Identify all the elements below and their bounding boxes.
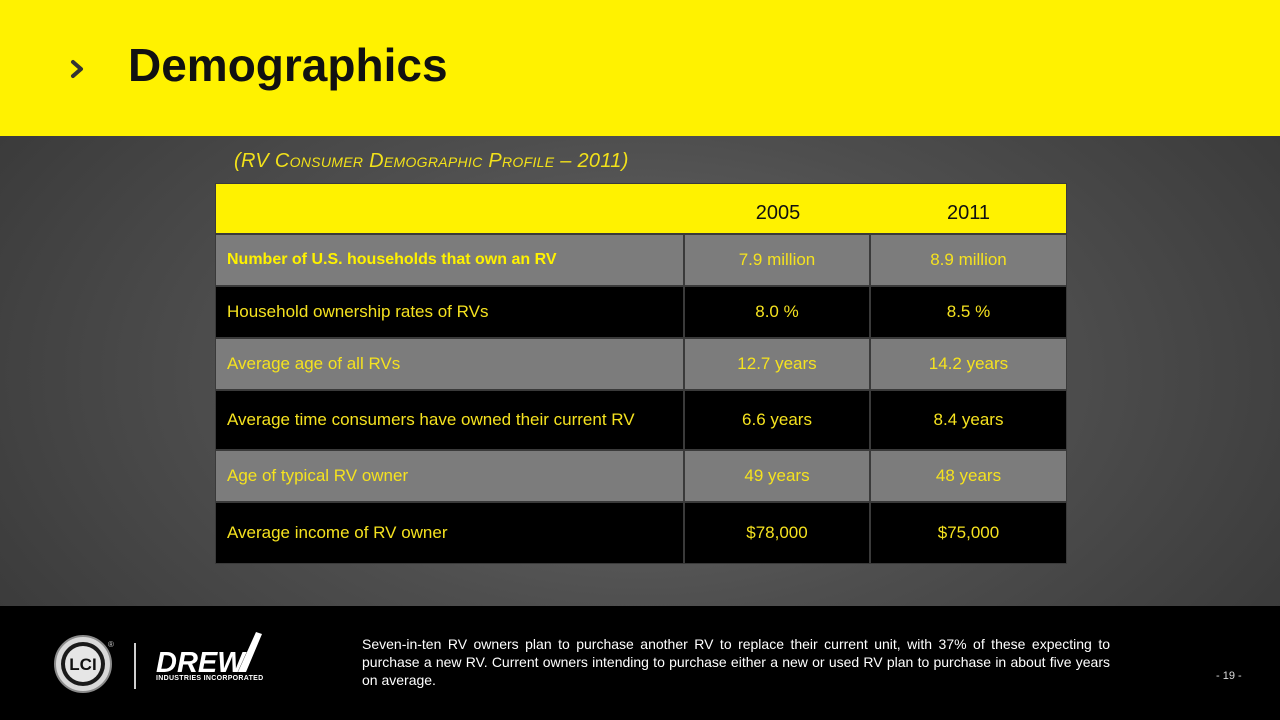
page-title: Demographics <box>128 39 448 91</box>
row-value-2005: 12.7 years <box>685 339 871 389</box>
row-value-2005: 6.6 years <box>685 391 871 449</box>
row-label: Household ownership rates of RVs <box>216 287 685 337</box>
header-band: Demographics <box>0 0 1280 136</box>
table-header-row: 2005 2011 <box>216 184 1066 235</box>
table-row: Number of U.S. households that own an RV… <box>216 235 1066 287</box>
footer-note: Seven-in-ten RV owners plan to purchase … <box>362 636 1110 688</box>
table-subtitle: (RV Consumer Demographic Profile – 2011) <box>234 150 629 172</box>
chevron-right-icon <box>71 60 83 78</box>
row-label: Number of U.S. households that own an RV <box>227 251 557 268</box>
header-cell-blank <box>216 184 685 233</box>
row-value-2011: 8.5 % <box>946 302 991 321</box>
row-label: Average time consumers have owned their … <box>216 391 685 449</box>
table-row: Average income of RV owner $78,000 $75,0… <box>216 503 1066 563</box>
row-value-2005: 49 years <box>685 451 871 501</box>
row-label: Average income of RV owner <box>216 503 685 563</box>
table-row: Age of typical RV owner 49 years 48 year… <box>216 451 1066 503</box>
svg-text:LCI: LCI <box>69 655 96 674</box>
row-value-2011: $75,000 <box>937 523 1000 542</box>
table-row: Average age of all RVs 12.7 years 14.2 y… <box>216 339 1066 391</box>
row-value-2005: $78,000 <box>685 503 871 563</box>
row-value-2011: 8.4 years <box>933 410 1004 429</box>
header-cell-2005: 2005 <box>755 202 801 224</box>
svg-text:DREW: DREW <box>156 647 247 679</box>
footer-band <box>0 606 1280 720</box>
row-value-2011: 8.9 million <box>930 250 1007 269</box>
row-value-2011: 48 years <box>935 466 1002 485</box>
drew-logo: DREW <box>156 632 262 679</box>
demographics-table: 2005 2011 Number of U.S. households that… <box>215 183 1067 564</box>
row-value-2005: 7.9 million <box>685 235 871 285</box>
page-number: - 19 - <box>1216 670 1242 682</box>
row-label: Age of typical RV owner <box>216 451 685 501</box>
lci-logo: LCI <box>54 635 112 693</box>
drew-logo-subtitle: INDUSTRIES INCORPORATED <box>156 675 264 682</box>
header-cell-2011: 2011 <box>946 202 990 224</box>
row-value-2005: 8.0 % <box>685 287 871 337</box>
table-row: Household ownership rates of RVs 8.0 % 8… <box>216 287 1066 339</box>
lci-registered-mark: ® <box>108 640 114 649</box>
logo-divider <box>134 643 136 689</box>
row-label: Average age of all RVs <box>216 339 685 389</box>
table-row: Average time consumers have owned their … <box>216 391 1066 451</box>
row-value-2011: 14.2 years <box>928 354 1009 373</box>
